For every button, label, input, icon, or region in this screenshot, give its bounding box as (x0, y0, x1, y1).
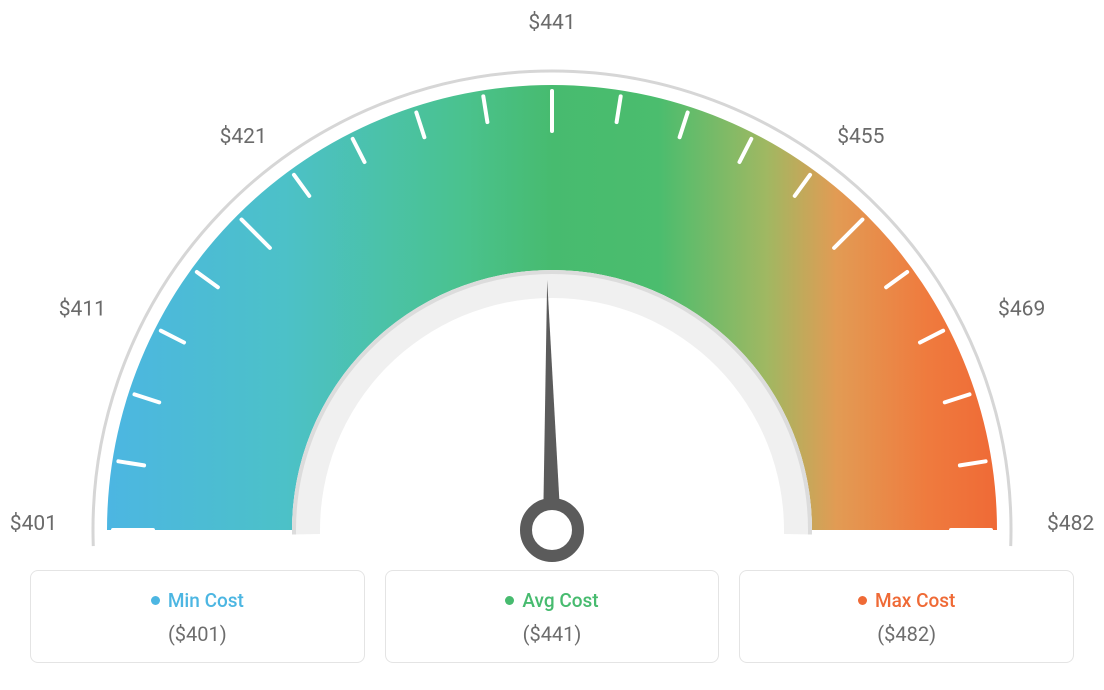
dot-avg (505, 596, 514, 605)
legend-label-min: Min Cost (168, 589, 244, 612)
legend-row: Min Cost ($401) Avg Cost ($441) Max Cost… (0, 570, 1104, 663)
gauge-needle-hub (526, 504, 578, 556)
legend-value-avg: ($441) (523, 622, 582, 646)
legend-card-avg: Avg Cost ($441) (385, 570, 720, 663)
gauge-svg: $401 $411 $421 $441 $455 $469 $482 (0, 10, 1104, 580)
legend-card-max: Max Cost ($482) (739, 570, 1074, 663)
legend-card-min: Min Cost ($401) (30, 570, 365, 663)
dot-max (858, 596, 867, 605)
gauge-tick-label: $401 (10, 512, 57, 536)
legend-label-avg: Avg Cost (522, 589, 598, 612)
gauge-area: $401 $411 $421 $441 $455 $469 $482 (0, 0, 1104, 570)
gauge-tick-label: $455 (837, 125, 884, 149)
gauge-tick-label: $441 (528, 11, 575, 35)
gauge-chart-container: $401 $411 $421 $441 $455 $469 $482 Min Cost ($… (0, 0, 1104, 690)
legend-top-min: Min Cost (151, 589, 244, 612)
gauge-tick-label: $469 (998, 297, 1045, 321)
legend-top-max: Max Cost (858, 589, 955, 612)
dot-min (151, 596, 160, 605)
gauge-tick-label: $482 (1047, 512, 1094, 536)
gauge-tick-label: $411 (59, 297, 106, 321)
legend-top-avg: Avg Cost (505, 589, 598, 612)
gauge-tick-label: $421 (220, 125, 267, 149)
legend-value-min: ($401) (168, 622, 227, 646)
gauge-needle (543, 280, 561, 530)
legend-value-max: ($482) (877, 622, 936, 646)
legend-label-max: Max Cost (875, 589, 955, 612)
